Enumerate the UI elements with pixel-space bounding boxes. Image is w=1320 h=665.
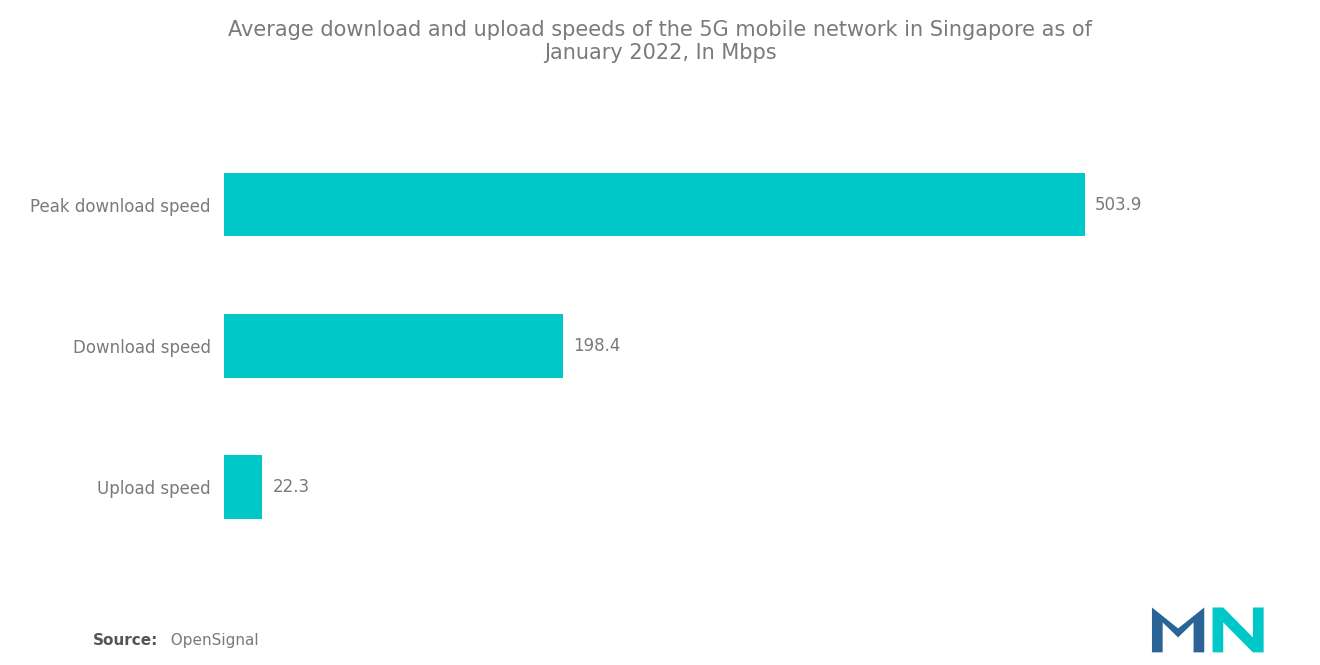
Polygon shape xyxy=(1152,608,1204,652)
Polygon shape xyxy=(1213,608,1263,652)
Text: 198.4: 198.4 xyxy=(573,336,620,355)
Text: OpenSignal: OpenSignal xyxy=(161,633,259,648)
Bar xyxy=(224,314,564,378)
Bar xyxy=(224,455,263,519)
Text: 503.9: 503.9 xyxy=(1094,196,1142,213)
Text: 22.3: 22.3 xyxy=(273,478,310,496)
Bar xyxy=(224,173,1085,237)
Text: Average download and upload speeds of the 5G mobile network in Singapore as of
J: Average download and upload speeds of th… xyxy=(228,20,1092,63)
Text: Source:: Source: xyxy=(92,633,158,648)
